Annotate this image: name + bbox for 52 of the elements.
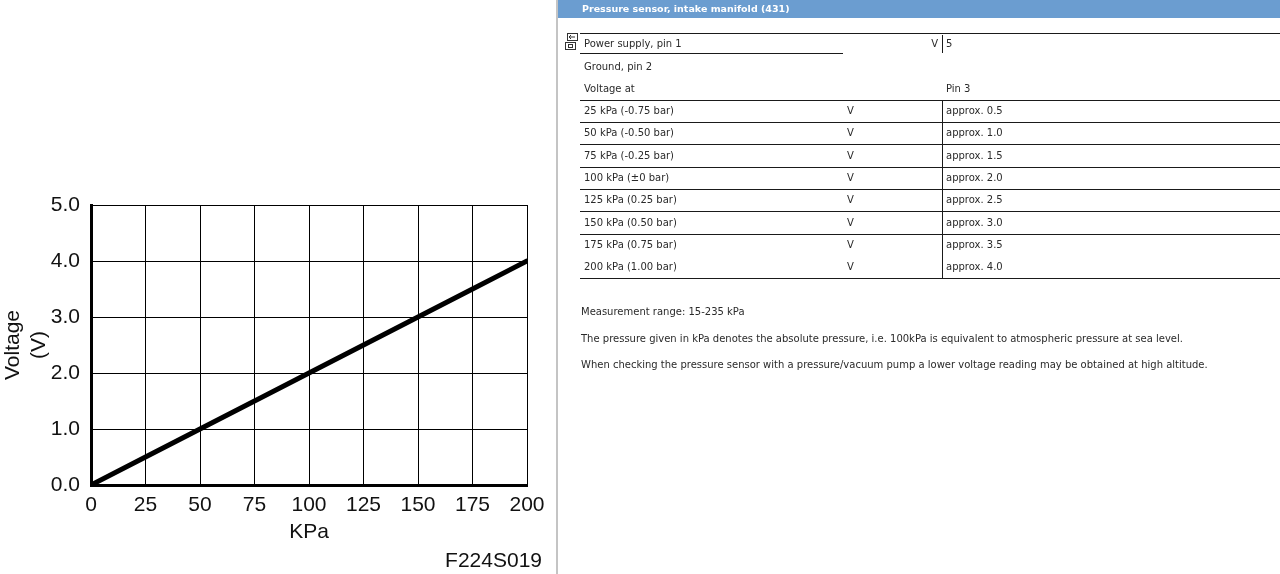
text: approx. 2.0: [946, 171, 1003, 186]
text: V: [847, 193, 854, 208]
y-tick-label: 2.0: [50, 359, 80, 383]
y-tick-label: 4.0: [50, 247, 80, 271]
x-tick-label: 75: [242, 492, 267, 516]
text: approx. 2.5: [946, 193, 1003, 208]
text: V: [847, 215, 854, 230]
text: Power supply, pin 1: [584, 37, 682, 51]
text: Voltage at: [584, 82, 635, 96]
text: 75 kPa (-0.25 bar): [584, 148, 675, 163]
text: 100 kPa (±0 bar): [584, 171, 670, 186]
text: approx. 3.5: [946, 238, 1003, 253]
x-axis-title: KPa: [289, 519, 330, 543]
text: V: [930, 37, 938, 51]
text: V: [847, 104, 854, 118]
y-tick-label: 3.0: [50, 303, 80, 327]
y-axis-title: Voltage (V): [0, 309, 50, 381]
text: F224S019: [445, 547, 542, 571]
x-tick-label: 0: [85, 492, 97, 516]
x-tick-label: 25: [133, 492, 158, 516]
text: approx. 3.0: [946, 215, 1003, 230]
text: Measurement range: 15-235 kPa: [581, 305, 745, 319]
text: When checking the pressure sensor with a pressure/vacuum pump a lower voltage reading may be obtained at high altitude.: [581, 358, 1208, 372]
x-tick-label: 125: [345, 492, 382, 516]
text: The pressure given in kPa denotes the absolute pressure, i.e. 100kPa is equivalent to atmospheric pressure at sea level.: [581, 331, 1183, 346]
x-tick-label: 200: [509, 492, 545, 516]
x-tick-label: 175: [454, 492, 491, 516]
text: approx. 4.0: [946, 260, 1003, 275]
text: 50 kPa (-0.50 bar): [584, 126, 675, 141]
y-tick-label: 1.0: [50, 415, 80, 439]
text: 200 kPa (1.00 bar): [584, 260, 677, 275]
x-tick-label: 150: [400, 492, 436, 516]
text: 5: [946, 37, 953, 51]
text: approx. 1.0: [946, 126, 1003, 141]
y-tick-label: 0.0: [50, 471, 80, 495]
text: V: [847, 126, 854, 141]
text: 125 kPa (0.25 bar): [584, 193, 677, 208]
x-tick-label: 50: [188, 492, 212, 516]
text: V: [847, 238, 854, 253]
text: approx. 0.5: [946, 104, 1003, 118]
y-tick-label: 5.0: [50, 191, 80, 215]
text: 25 kPa (-0.75 bar): [584, 104, 675, 118]
text: V: [847, 260, 854, 275]
text: 175 kPa (0.75 bar): [584, 238, 677, 253]
text: Ground, pin 2: [584, 60, 653, 74]
text: V: [847, 148, 854, 163]
text: approx. 1.5: [946, 148, 1003, 163]
text: V: [847, 171, 854, 186]
x-tick-label: 100: [291, 492, 327, 516]
text: Pressure sensor, intake manifold (431): [582, 2, 790, 16]
text: 150 kPa (0.50 bar): [584, 215, 677, 230]
text: Pin 3: [946, 82, 971, 96]
